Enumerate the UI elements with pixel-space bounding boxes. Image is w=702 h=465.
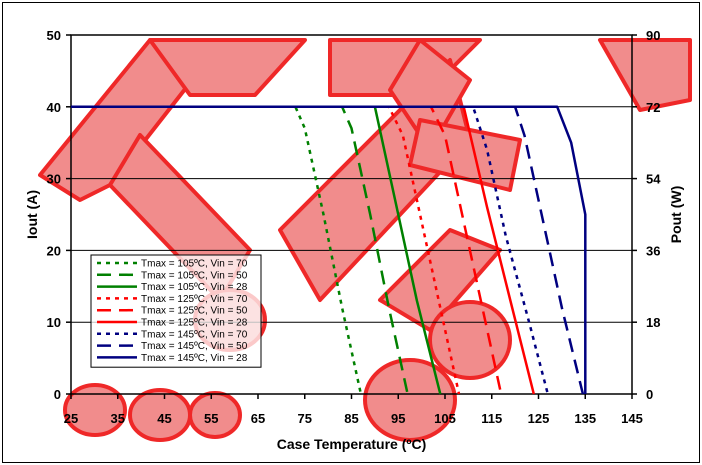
legend-label: Tmax = 105ºC, Vin = 70	[141, 259, 248, 270]
x-tick-label: 55	[204, 411, 218, 426]
x-tick-label: 95	[391, 411, 405, 426]
legend-label: Tmax = 145ºC, Vin = 70	[141, 329, 248, 340]
series-line	[71, 105, 363, 395]
x-tick-label: 105	[434, 411, 456, 426]
y-tick-label: 50	[47, 28, 61, 43]
x-tick-label: 45	[157, 411, 171, 426]
y-axis-title: Iout (A)	[24, 190, 40, 239]
x-tick-label: 135	[574, 411, 596, 426]
watermark-shape	[188, 391, 242, 439]
x-tick-label: 25	[64, 411, 78, 426]
watermark-shape	[148, 38, 307, 97]
legend-label: Tmax = 145ºC, Vin = 28	[141, 353, 248, 364]
watermark-shape	[63, 383, 127, 437]
series-line	[71, 105, 585, 395]
legend-label: Tmax = 105ºC, Vin = 50	[141, 270, 248, 281]
series-line	[71, 105, 587, 394]
x-tick-label: 125	[528, 411, 550, 426]
x-tick-label: 115	[481, 411, 502, 426]
y2-tick-label: 72	[646, 100, 660, 115]
legend-label: Tmax = 145ºC, Vin = 50	[141, 341, 248, 352]
x-tick-label: 35	[111, 411, 125, 426]
y-tick-label: 20	[47, 243, 61, 258]
y-tick-label: 30	[47, 172, 61, 187]
y2-axis-title: Pout (W)	[668, 186, 684, 244]
y2-tick-label: 36	[646, 243, 660, 258]
legend-label: Tmax = 125ºC, Vin = 50	[141, 306, 248, 317]
watermark	[38, 38, 692, 442]
x-tick-label: 85	[344, 411, 358, 426]
legend-label: Tmax = 125ºC, Vin = 70	[141, 294, 248, 305]
y2-tick-label: 18	[646, 315, 660, 330]
x-tick-label: 145	[621, 411, 643, 426]
x-axis-title: Case Temperature (ºC)	[277, 436, 427, 452]
y-tick-label: 40	[47, 100, 61, 115]
legend-label: Tmax = 105ºC, Vin = 28	[141, 282, 248, 293]
y2-tick-label: 90	[646, 28, 660, 43]
watermark-shape	[363, 358, 457, 442]
watermark-shape	[598, 38, 692, 112]
x-tick-label: 75	[298, 411, 312, 426]
y2-tick-label: 54	[646, 172, 661, 187]
legend-label: Tmax = 125ºC, Vin = 28	[141, 318, 248, 329]
watermark-shape	[428, 300, 512, 380]
x-tick-label: 65	[251, 411, 265, 426]
y2-tick-label: 0	[646, 387, 653, 402]
y-tick-label: 10	[47, 315, 61, 330]
y-tick-label: 0	[54, 387, 61, 402]
